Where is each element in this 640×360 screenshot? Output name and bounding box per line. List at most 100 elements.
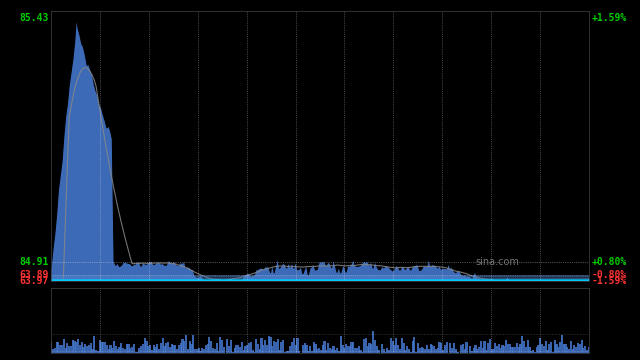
Bar	[205, 345, 207, 353]
Bar	[376, 346, 378, 353]
Bar	[514, 347, 516, 353]
Bar	[95, 350, 97, 353]
Bar	[140, 346, 142, 353]
Bar	[383, 348, 385, 353]
Bar	[209, 337, 211, 353]
Bar	[223, 347, 225, 353]
Bar	[374, 340, 376, 353]
Text: sina.com: sina.com	[475, 257, 519, 267]
Bar	[415, 352, 417, 353]
Bar	[436, 348, 439, 353]
Bar	[293, 338, 295, 353]
Bar	[244, 346, 246, 353]
Bar	[501, 345, 504, 353]
Bar	[239, 347, 241, 353]
Bar	[494, 343, 497, 353]
Bar	[428, 349, 430, 353]
Bar	[67, 343, 68, 353]
Bar	[181, 339, 184, 353]
Bar	[554, 340, 556, 353]
Bar	[183, 341, 186, 353]
Bar	[465, 342, 468, 353]
Bar	[325, 350, 328, 353]
Bar	[50, 342, 52, 353]
Bar	[294, 345, 297, 353]
Bar	[255, 339, 257, 353]
Bar	[171, 344, 173, 353]
Bar	[463, 349, 466, 353]
Bar	[178, 345, 180, 353]
Bar	[563, 345, 564, 353]
Bar	[266, 345, 268, 353]
Bar	[356, 348, 358, 353]
Bar	[417, 343, 419, 353]
Bar	[462, 344, 464, 353]
Bar	[408, 349, 410, 353]
Bar	[496, 346, 498, 353]
Bar	[116, 349, 119, 353]
Bar	[550, 342, 552, 353]
Bar	[341, 345, 344, 353]
Bar	[253, 352, 255, 353]
Bar	[259, 348, 261, 353]
Bar	[133, 344, 135, 353]
Bar	[404, 350, 406, 353]
Bar	[237, 345, 239, 353]
Bar	[230, 339, 232, 353]
Bar	[52, 349, 54, 353]
Bar	[287, 351, 290, 353]
Bar	[347, 346, 349, 353]
Bar	[318, 347, 320, 353]
Bar	[88, 345, 90, 353]
Bar	[56, 342, 58, 353]
Bar	[284, 352, 286, 353]
Bar	[278, 350, 280, 353]
Bar	[241, 342, 243, 353]
Bar	[336, 348, 338, 353]
Bar	[538, 345, 540, 353]
Bar	[99, 340, 101, 353]
Bar	[419, 348, 421, 353]
Bar	[108, 349, 110, 353]
Bar	[360, 350, 362, 353]
Bar	[210, 341, 212, 353]
Bar	[532, 350, 534, 353]
Bar	[122, 348, 124, 353]
Bar	[276, 339, 279, 353]
Text: +0.80%: +0.80%	[591, 257, 627, 267]
Bar	[482, 348, 484, 353]
Text: 63.97: 63.97	[19, 276, 49, 286]
Bar	[269, 337, 271, 353]
Bar	[358, 346, 360, 353]
Bar	[118, 347, 120, 353]
Bar	[109, 345, 111, 353]
Bar	[303, 343, 306, 353]
Bar	[460, 345, 462, 353]
Bar	[539, 338, 541, 353]
Bar	[296, 338, 299, 353]
Bar	[498, 343, 500, 353]
Bar	[429, 344, 431, 353]
Bar	[169, 347, 171, 353]
Bar	[352, 342, 355, 353]
Bar	[125, 344, 128, 353]
Bar	[401, 338, 403, 353]
Bar	[129, 347, 131, 353]
Bar	[530, 351, 532, 353]
Bar	[298, 351, 300, 353]
Bar	[187, 349, 189, 353]
Bar	[190, 345, 193, 353]
Bar	[388, 350, 390, 353]
Bar	[338, 351, 340, 353]
Bar	[559, 342, 561, 353]
Bar	[361, 352, 364, 353]
Bar	[151, 350, 153, 353]
Bar	[548, 344, 550, 353]
Bar	[396, 338, 397, 353]
Bar	[478, 347, 480, 353]
Bar	[332, 346, 335, 353]
Bar	[340, 336, 342, 353]
Bar	[142, 344, 144, 353]
Bar	[131, 347, 133, 353]
Bar	[365, 338, 367, 353]
